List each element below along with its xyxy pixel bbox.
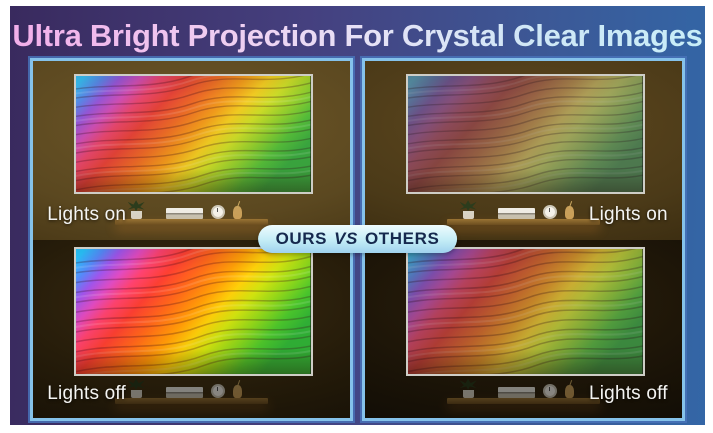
shelf-board (115, 219, 268, 226)
lights-label: Lights on (588, 204, 668, 226)
vs-badge-ours-label: OURS (275, 229, 328, 248)
figurine-decor (564, 384, 574, 398)
figurine-decor (232, 206, 242, 220)
rainbow-wave-art (408, 249, 643, 374)
radio-decor (165, 208, 203, 220)
wall-shelf (447, 378, 600, 404)
wall-shelf (115, 200, 268, 226)
lights-label: Lights off (47, 382, 127, 404)
rainbow-wave-art (76, 249, 311, 374)
vs-badge-vs-label: VS (334, 229, 358, 248)
page-title: Ultra Bright Projection For Crystal Clea… (10, 15, 705, 57)
lights-label: Lights off (588, 382, 668, 404)
wall-shelf (115, 378, 268, 404)
photo-others-lights-on: Lights on (365, 61, 682, 240)
projection-screen (74, 246, 313, 376)
vs-badge: OURS VS OTHERS (257, 225, 458, 253)
projection-screen (406, 246, 645, 376)
radio-decor (497, 386, 535, 398)
shelf-board (115, 397, 268, 404)
clock-decor (543, 205, 558, 220)
rainbow-wave-art (408, 76, 643, 192)
rainbow-wave-art (76, 76, 311, 192)
photo-ours-lights-off: Lights off (33, 239, 350, 418)
figurine-decor (232, 384, 242, 398)
shelf-board (447, 219, 600, 226)
plant-decor (459, 378, 477, 398)
clock-decor (211, 383, 226, 398)
radio-decor (165, 386, 203, 398)
clock-decor (543, 383, 558, 398)
photo-others-lights-off: Lights off (365, 239, 682, 418)
banner-background: Ultra Bright Projection For Crystal Clea… (10, 6, 705, 425)
projection-screen (74, 74, 313, 195)
photo-ours-lights-on: Lights on (33, 61, 350, 240)
vs-badge-others-label: OTHERS (364, 229, 440, 248)
comparison-panel-ours: Lights on Lights off (30, 58, 353, 421)
shelf-board (447, 397, 600, 404)
projection-screen (406, 74, 645, 195)
plant-decor (459, 200, 477, 220)
plant-decor (127, 378, 145, 398)
radio-decor (497, 208, 535, 220)
lights-label: Lights on (47, 204, 127, 226)
wall-shelf (447, 200, 600, 226)
figurine-decor (564, 206, 574, 220)
clock-decor (211, 205, 226, 220)
plant-decor (127, 200, 145, 220)
